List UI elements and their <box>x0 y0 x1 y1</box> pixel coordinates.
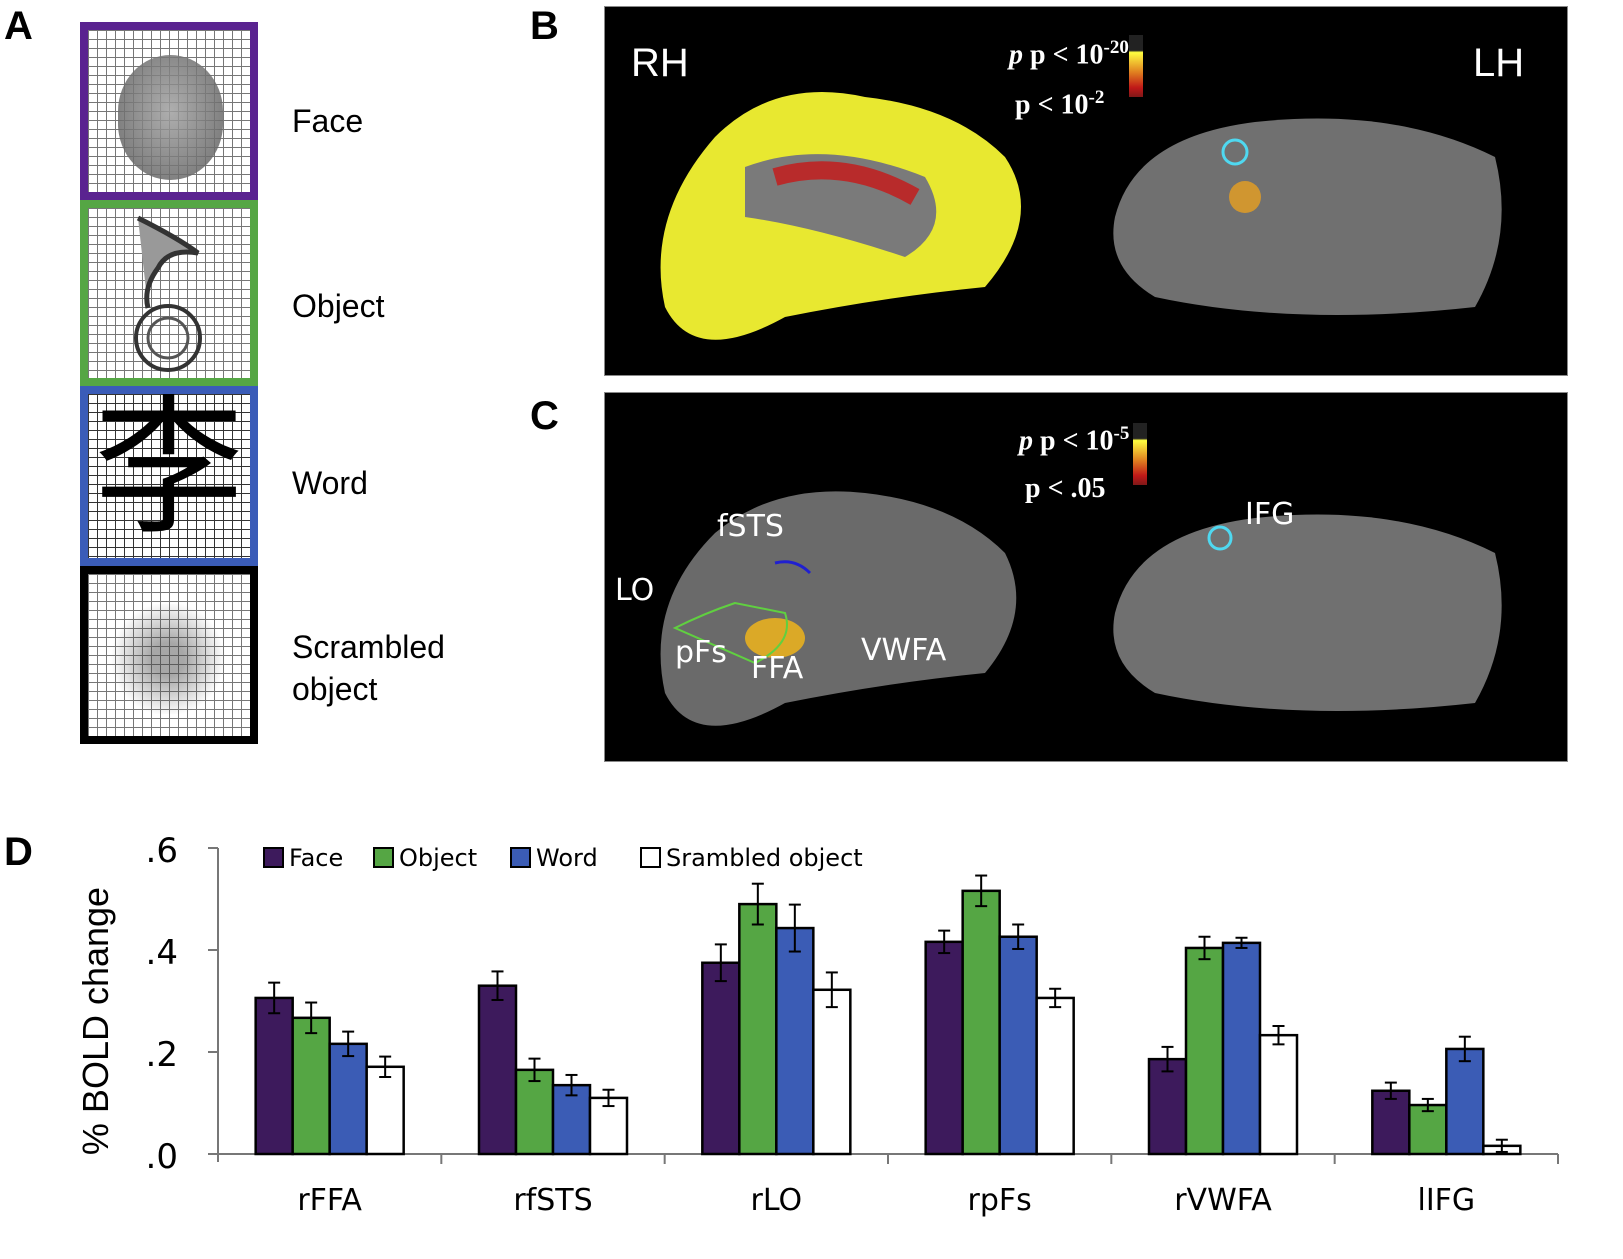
bold-change-chart: .0 .2 .4 .6 % BOLD change rFFA rfSTS rLO rpFs rVW… <box>75 831 1559 1218</box>
roi-label-ifg: IFG <box>1245 497 1295 532</box>
roi-label-fsts: fSTS <box>717 509 784 544</box>
panel-a-letter: A <box>4 4 33 48</box>
stimulus-word: 李 <box>80 386 258 566</box>
stimulus-label-object: Object <box>292 288 385 324</box>
roi-label-ffa: FFA <box>751 651 804 686</box>
bar-face <box>1371 1089 1411 1156</box>
x-tick-label: rLO <box>751 1183 803 1218</box>
colorbar-b-bottom-label: p < 10-2 <box>1015 87 1104 121</box>
panel-c-letter: C <box>530 394 559 438</box>
x-tick-label: lIFG <box>1417 1183 1475 1218</box>
colorbar-c-top-text: p < 10 <box>1040 425 1114 457</box>
bar-srambled-object <box>588 1096 629 1156</box>
colorbar-c-bottom-text: p < .05 <box>1025 473 1106 504</box>
colorbar-c-bottom-label: p < .05 <box>1025 473 1106 505</box>
stimulus-label-face: Face <box>292 103 364 139</box>
stimulus-label-scrambled: Scrambled object <box>292 626 445 710</box>
bar-srambled-object <box>365 1065 405 1156</box>
y-axis-label: % BOLD change <box>75 887 116 1155</box>
colorbar-c-top-exp: -5 <box>1113 423 1130 444</box>
horn-image <box>134 215 202 372</box>
panel-d-letter: D <box>4 830 33 874</box>
lh-brain-surface <box>1113 118 1502 316</box>
brain-panel-b: RH LH p p < 10-20 p < 10-2 <box>604 6 1568 376</box>
x-tick-label: rFFA <box>297 1183 362 1218</box>
bar-face <box>924 940 964 1156</box>
colorbar-b-bottom-exp: -2 <box>1088 87 1105 108</box>
scrambled-image <box>108 604 228 714</box>
rh-brain-surface-c <box>660 491 1017 726</box>
roi-label-pfs: pFs <box>675 635 727 670</box>
legend-label: Face <box>289 844 343 872</box>
x-tick-label: rpFs <box>968 1183 1032 1218</box>
bar-word <box>1445 1047 1485 1156</box>
legend-swatch <box>510 847 531 868</box>
chinese-character: 李 <box>93 394 244 556</box>
y-tick-label: .0 <box>146 1137 178 1177</box>
rh-brain-surface <box>660 92 1021 340</box>
stimulus-face <box>80 22 258 200</box>
bar-object <box>514 1068 555 1156</box>
bar-object <box>738 902 778 1156</box>
bar-face <box>701 961 741 1156</box>
legend-label: Srambled object <box>666 844 863 872</box>
colorbar-b-bottom-text: p < 10 <box>1015 89 1089 121</box>
bar-srambled-object <box>812 988 852 1156</box>
legend-swatch <box>373 847 394 868</box>
legend-label: Word <box>536 844 598 872</box>
legend-swatch <box>640 847 661 868</box>
colorbar-c <box>1133 423 1147 485</box>
bar-object <box>1184 946 1225 1156</box>
bar-face <box>477 984 518 1156</box>
lh-label: LH <box>1473 41 1525 85</box>
bar-word <box>328 1042 368 1156</box>
lh-brain-surface-c <box>1113 514 1502 711</box>
roi-label-lo: LO <box>615 573 655 608</box>
legend-label: Object <box>399 844 477 872</box>
brain-panel-c: fSTS LO pFs FFA VWFA IFG p p < 10-5 p < … <box>604 392 1568 762</box>
stimulus-label-scrambled-line2: object <box>292 671 378 707</box>
stimulus-label-word: Word <box>292 465 368 501</box>
y-tick-label: .2 <box>146 1035 178 1075</box>
bar-face <box>254 996 294 1156</box>
stimulus-label-scrambled-line1: Scrambled <box>292 629 445 665</box>
bar-object <box>1408 1103 1448 1156</box>
colorbar-b-top-exp: -20 <box>1103 37 1129 58</box>
stimulus-object <box>80 200 258 386</box>
colorbar-b <box>1129 35 1143 97</box>
stimulus-scrambled <box>80 566 258 744</box>
colorbar-c-top-label: p p < 10-5 <box>1019 423 1130 457</box>
bar-word <box>1221 941 1262 1156</box>
bar-face <box>1147 1057 1188 1156</box>
x-tick-label: rfSTS <box>513 1183 592 1218</box>
bar-word <box>998 935 1038 1156</box>
colorbar-b-top-label: p p < 10-20 <box>1009 37 1129 71</box>
roi-label-vwfa: VWFA <box>861 633 947 668</box>
bar-srambled-object <box>1258 1033 1299 1156</box>
bar-word <box>775 926 815 1156</box>
y-tick-label: .4 <box>146 933 178 973</box>
x-tick-label: rVWFA <box>1174 1183 1272 1218</box>
face-image <box>118 55 223 180</box>
bar-srambled-object <box>1035 996 1075 1156</box>
bar-word <box>551 1083 592 1156</box>
bar-object <box>961 889 1001 1156</box>
rh-label: RH <box>631 41 689 85</box>
panel-b-letter: B <box>530 4 559 48</box>
colorbar-b-top-text: p < 10 <box>1030 39 1104 71</box>
bar-object <box>291 1016 331 1156</box>
legend-swatch <box>263 847 284 868</box>
y-tick-label: .6 <box>146 831 178 871</box>
